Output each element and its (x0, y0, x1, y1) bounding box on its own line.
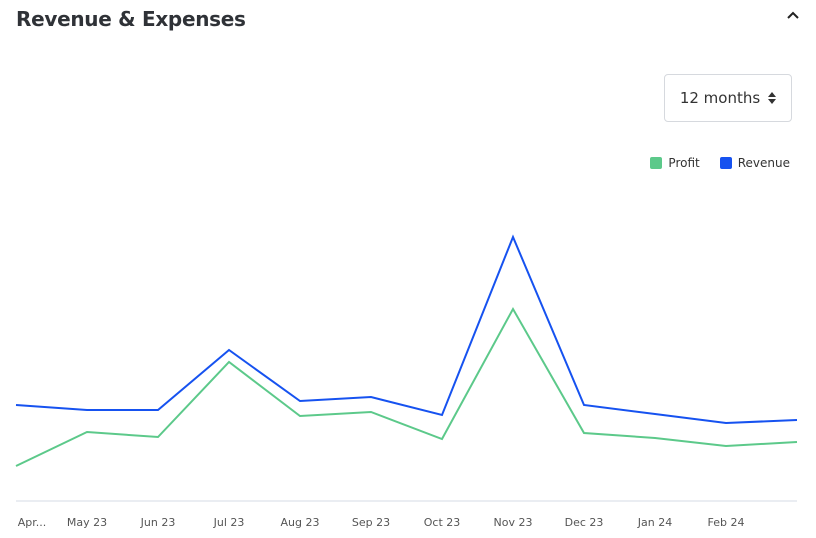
data-point-profit[interactable] (438, 435, 446, 443)
legend-label-profit: Profit (668, 156, 700, 170)
data-point-profit[interactable] (367, 408, 375, 416)
x-tick-label: Aug 23 (281, 516, 320, 529)
data-point-profit[interactable] (225, 358, 233, 366)
period-select-value: 12 months (679, 89, 761, 107)
data-point-profit[interactable] (296, 412, 304, 420)
data-point-profit[interactable] (83, 428, 91, 436)
data-point-revenue[interactable] (793, 416, 801, 424)
data-point-profit[interactable] (651, 434, 659, 442)
data-point-profit[interactable] (12, 462, 20, 470)
x-tick-label: Jun 23 (140, 516, 176, 529)
data-point-revenue[interactable] (367, 393, 375, 401)
data-point-profit[interactable] (509, 305, 517, 313)
data-point-revenue[interactable] (12, 401, 20, 409)
data-point-revenue[interactable] (438, 411, 446, 419)
data-point-revenue[interactable] (722, 419, 730, 427)
x-tick-label: Jan 24 (637, 516, 672, 529)
x-tick-label: May 23 (67, 516, 107, 529)
data-point-profit[interactable] (793, 438, 801, 446)
legend-item-revenue[interactable]: Revenue (719, 156, 790, 170)
legend-label-revenue: Revenue (737, 156, 790, 170)
series-line-revenue (15, 234, 798, 425)
data-point-profit[interactable] (722, 442, 730, 450)
x-tick-label: Dec 23 (565, 516, 604, 529)
x-tick-label: Sep 23 (352, 516, 390, 529)
period-select[interactable]: 12 months (664, 74, 792, 122)
x-tick-label: Apr... (18, 516, 47, 529)
x-tick-label: Jul 23 (213, 516, 245, 529)
card-title: Revenue & Expenses (16, 7, 246, 31)
x-tick-label: Nov 23 (494, 516, 533, 529)
data-point-revenue[interactable] (225, 346, 233, 354)
chevron-up-icon[interactable] (786, 10, 800, 20)
data-point-revenue[interactable] (296, 397, 304, 405)
data-point-revenue[interactable] (509, 233, 517, 241)
data-point-revenue[interactable] (580, 401, 588, 409)
x-tick-label: Feb 24 (708, 516, 745, 529)
chart-legend: Profit Revenue (650, 156, 790, 170)
legend-swatch-profit (650, 157, 663, 169)
legend-swatch-revenue (719, 157, 732, 169)
data-point-revenue[interactable] (651, 410, 659, 418)
x-tick-label: Oct 23 (424, 516, 461, 529)
sort-arrows-icon (768, 92, 777, 104)
data-point-profit[interactable] (580, 429, 588, 437)
data-point-revenue[interactable] (154, 406, 162, 414)
series-line-profit (15, 306, 798, 467)
data-point-profit[interactable] (154, 433, 162, 441)
legend-item-profit[interactable]: Profit (650, 156, 700, 170)
data-point-revenue[interactable] (83, 406, 91, 414)
